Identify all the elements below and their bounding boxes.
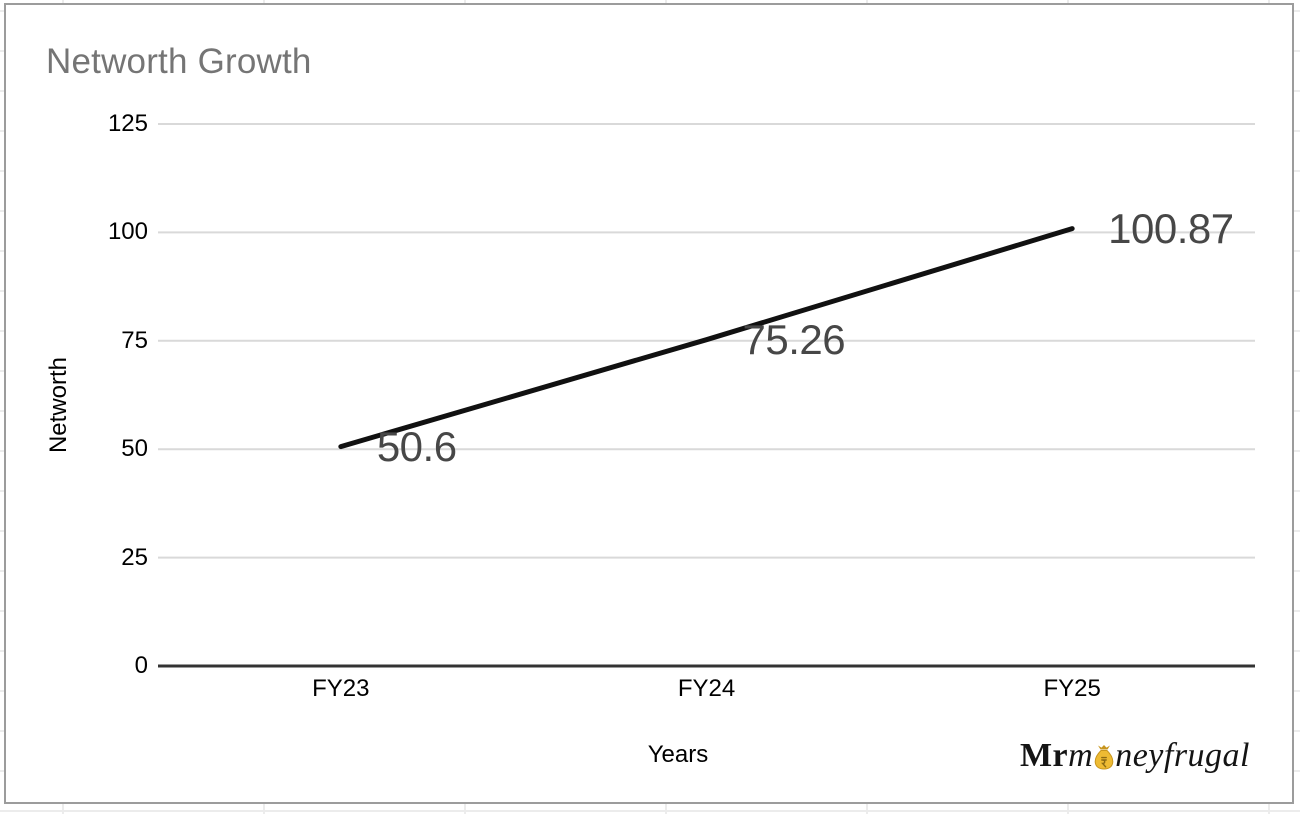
data-point-label: 50.6 (376, 422, 457, 470)
logo-text-bold: Mr (1019, 737, 1069, 774)
logo-text-italic-post: neyfrugal (1115, 737, 1250, 774)
y-tick-label: 125 (107, 110, 148, 137)
y-tick-label: 50 (121, 435, 148, 463)
y-axis-title: Networth (45, 356, 72, 454)
y-tick-label: 0 (134, 652, 148, 679)
y-tick-label: 25 (121, 543, 148, 571)
data-point-label: 100.87 (1108, 204, 1234, 252)
data-point-label: 75.26 (742, 315, 846, 363)
money-bag-icon (1094, 745, 1114, 770)
y-tick-label: 100 (107, 218, 148, 246)
brand-logo: Mrm neyfrugal (1020, 735, 1250, 777)
x-tick-label: FY23 (312, 675, 370, 702)
y-tick-label: 75 (121, 326, 148, 354)
logo-text-italic-pre: m (1068, 737, 1094, 774)
chart-title: Networth Growth (46, 42, 312, 81)
x-axis-title: Years (647, 741, 709, 768)
x-tick-label: FY24 (677, 675, 736, 702)
x-tick-label: FY25 (1043, 675, 1101, 702)
